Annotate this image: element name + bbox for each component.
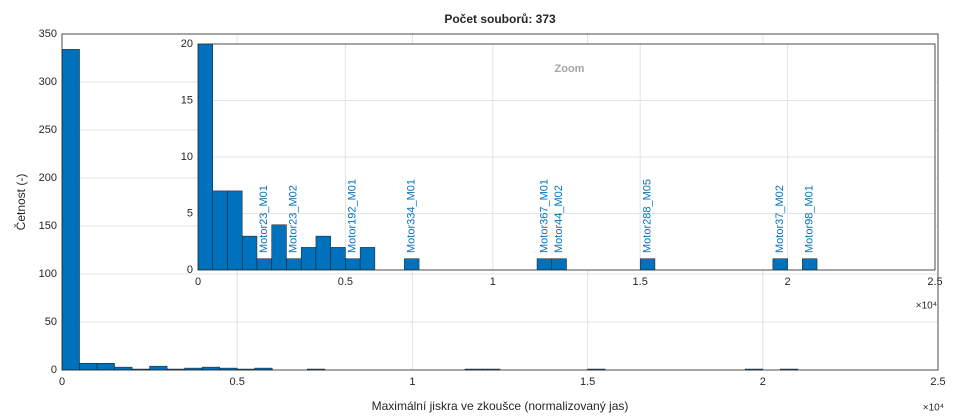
bar bbox=[61, 49, 80, 371]
annotation: Motor44_M02 bbox=[553, 185, 565, 253]
annotation: Motor334_M01 bbox=[406, 179, 418, 253]
y-axis-label: Četnost (-) bbox=[13, 174, 28, 231]
bar bbox=[772, 258, 788, 270]
x-exponent: ×10⁴ bbox=[916, 301, 937, 312]
bar bbox=[639, 258, 656, 270]
y-tick-label: 300 bbox=[39, 76, 57, 88]
y-tick-label: 15 bbox=[181, 94, 193, 106]
y-tick-label: 10 bbox=[181, 151, 193, 163]
bar bbox=[114, 366, 133, 371]
bar bbox=[271, 224, 287, 270]
y-tick-label: 5 bbox=[187, 207, 193, 219]
y-tick-label: 200 bbox=[39, 172, 57, 184]
bar bbox=[300, 247, 317, 270]
x-tick-label: 0.5 bbox=[230, 376, 245, 388]
bar bbox=[359, 247, 376, 270]
annotation: Motor23_M02 bbox=[288, 185, 300, 253]
bar bbox=[345, 258, 361, 270]
x-tick-label: 1 bbox=[490, 276, 496, 288]
x-tick-label: 0.5 bbox=[338, 276, 353, 288]
bar bbox=[79, 363, 98, 371]
bars bbox=[61, 49, 799, 371]
bar bbox=[212, 190, 228, 270]
x-tick-label: 2.5 bbox=[927, 276, 942, 288]
x-tick-label: 2.5 bbox=[930, 376, 945, 388]
bar bbox=[404, 258, 420, 270]
x-tick-label: 1 bbox=[409, 376, 415, 388]
annotation: Motor37_M02 bbox=[774, 185, 786, 253]
bar bbox=[96, 363, 115, 371]
bar bbox=[149, 365, 168, 371]
inset-title: Zoom bbox=[555, 63, 585, 75]
annotation: Motor288_M05 bbox=[641, 179, 653, 253]
x-tick-label: 2 bbox=[785, 276, 791, 288]
x-tick-label: 1.5 bbox=[580, 376, 595, 388]
y-tick-label: 0 bbox=[51, 364, 57, 376]
annotation: Motor23_M01 bbox=[258, 185, 270, 253]
y-tick-label: 50 bbox=[45, 316, 57, 328]
axes-frame bbox=[61, 33, 939, 371]
bar bbox=[241, 235, 258, 270]
y-tick-label: 350 bbox=[39, 28, 57, 40]
y-tick-label: 100 bbox=[39, 268, 57, 280]
axes-frame bbox=[197, 43, 936, 271]
x-exponent: ×10⁴ bbox=[923, 403, 944, 414]
annotation: Motor98_M01 bbox=[804, 185, 816, 253]
chart-title: Počet souborů: 373 bbox=[444, 12, 556, 26]
y-tick-label: 250 bbox=[39, 124, 57, 136]
bars bbox=[198, 44, 818, 270]
bar bbox=[330, 247, 346, 270]
annotation: Motor367_M01 bbox=[538, 179, 550, 253]
bar bbox=[286, 258, 302, 270]
bar bbox=[536, 258, 553, 270]
x-axis-label: Maximální jiskra ve zkoušce (normalizova… bbox=[372, 399, 629, 413]
bar bbox=[802, 258, 818, 270]
y-tick-label: 20 bbox=[181, 38, 193, 50]
bar bbox=[315, 235, 331, 270]
bar bbox=[256, 258, 272, 270]
bar bbox=[227, 190, 243, 270]
bar bbox=[551, 258, 567, 270]
x-tick-label: 0 bbox=[59, 376, 65, 388]
bar bbox=[201, 366, 220, 371]
annotation: Motor192_M01 bbox=[347, 179, 359, 253]
bar bbox=[198, 44, 213, 270]
x-tick-label: 0 bbox=[195, 276, 201, 288]
x-tick-label: 1.5 bbox=[633, 276, 648, 288]
y-tick-label: 150 bbox=[39, 220, 57, 232]
y-tick-label: 0 bbox=[187, 264, 193, 276]
x-tick-label: 2 bbox=[760, 376, 766, 388]
